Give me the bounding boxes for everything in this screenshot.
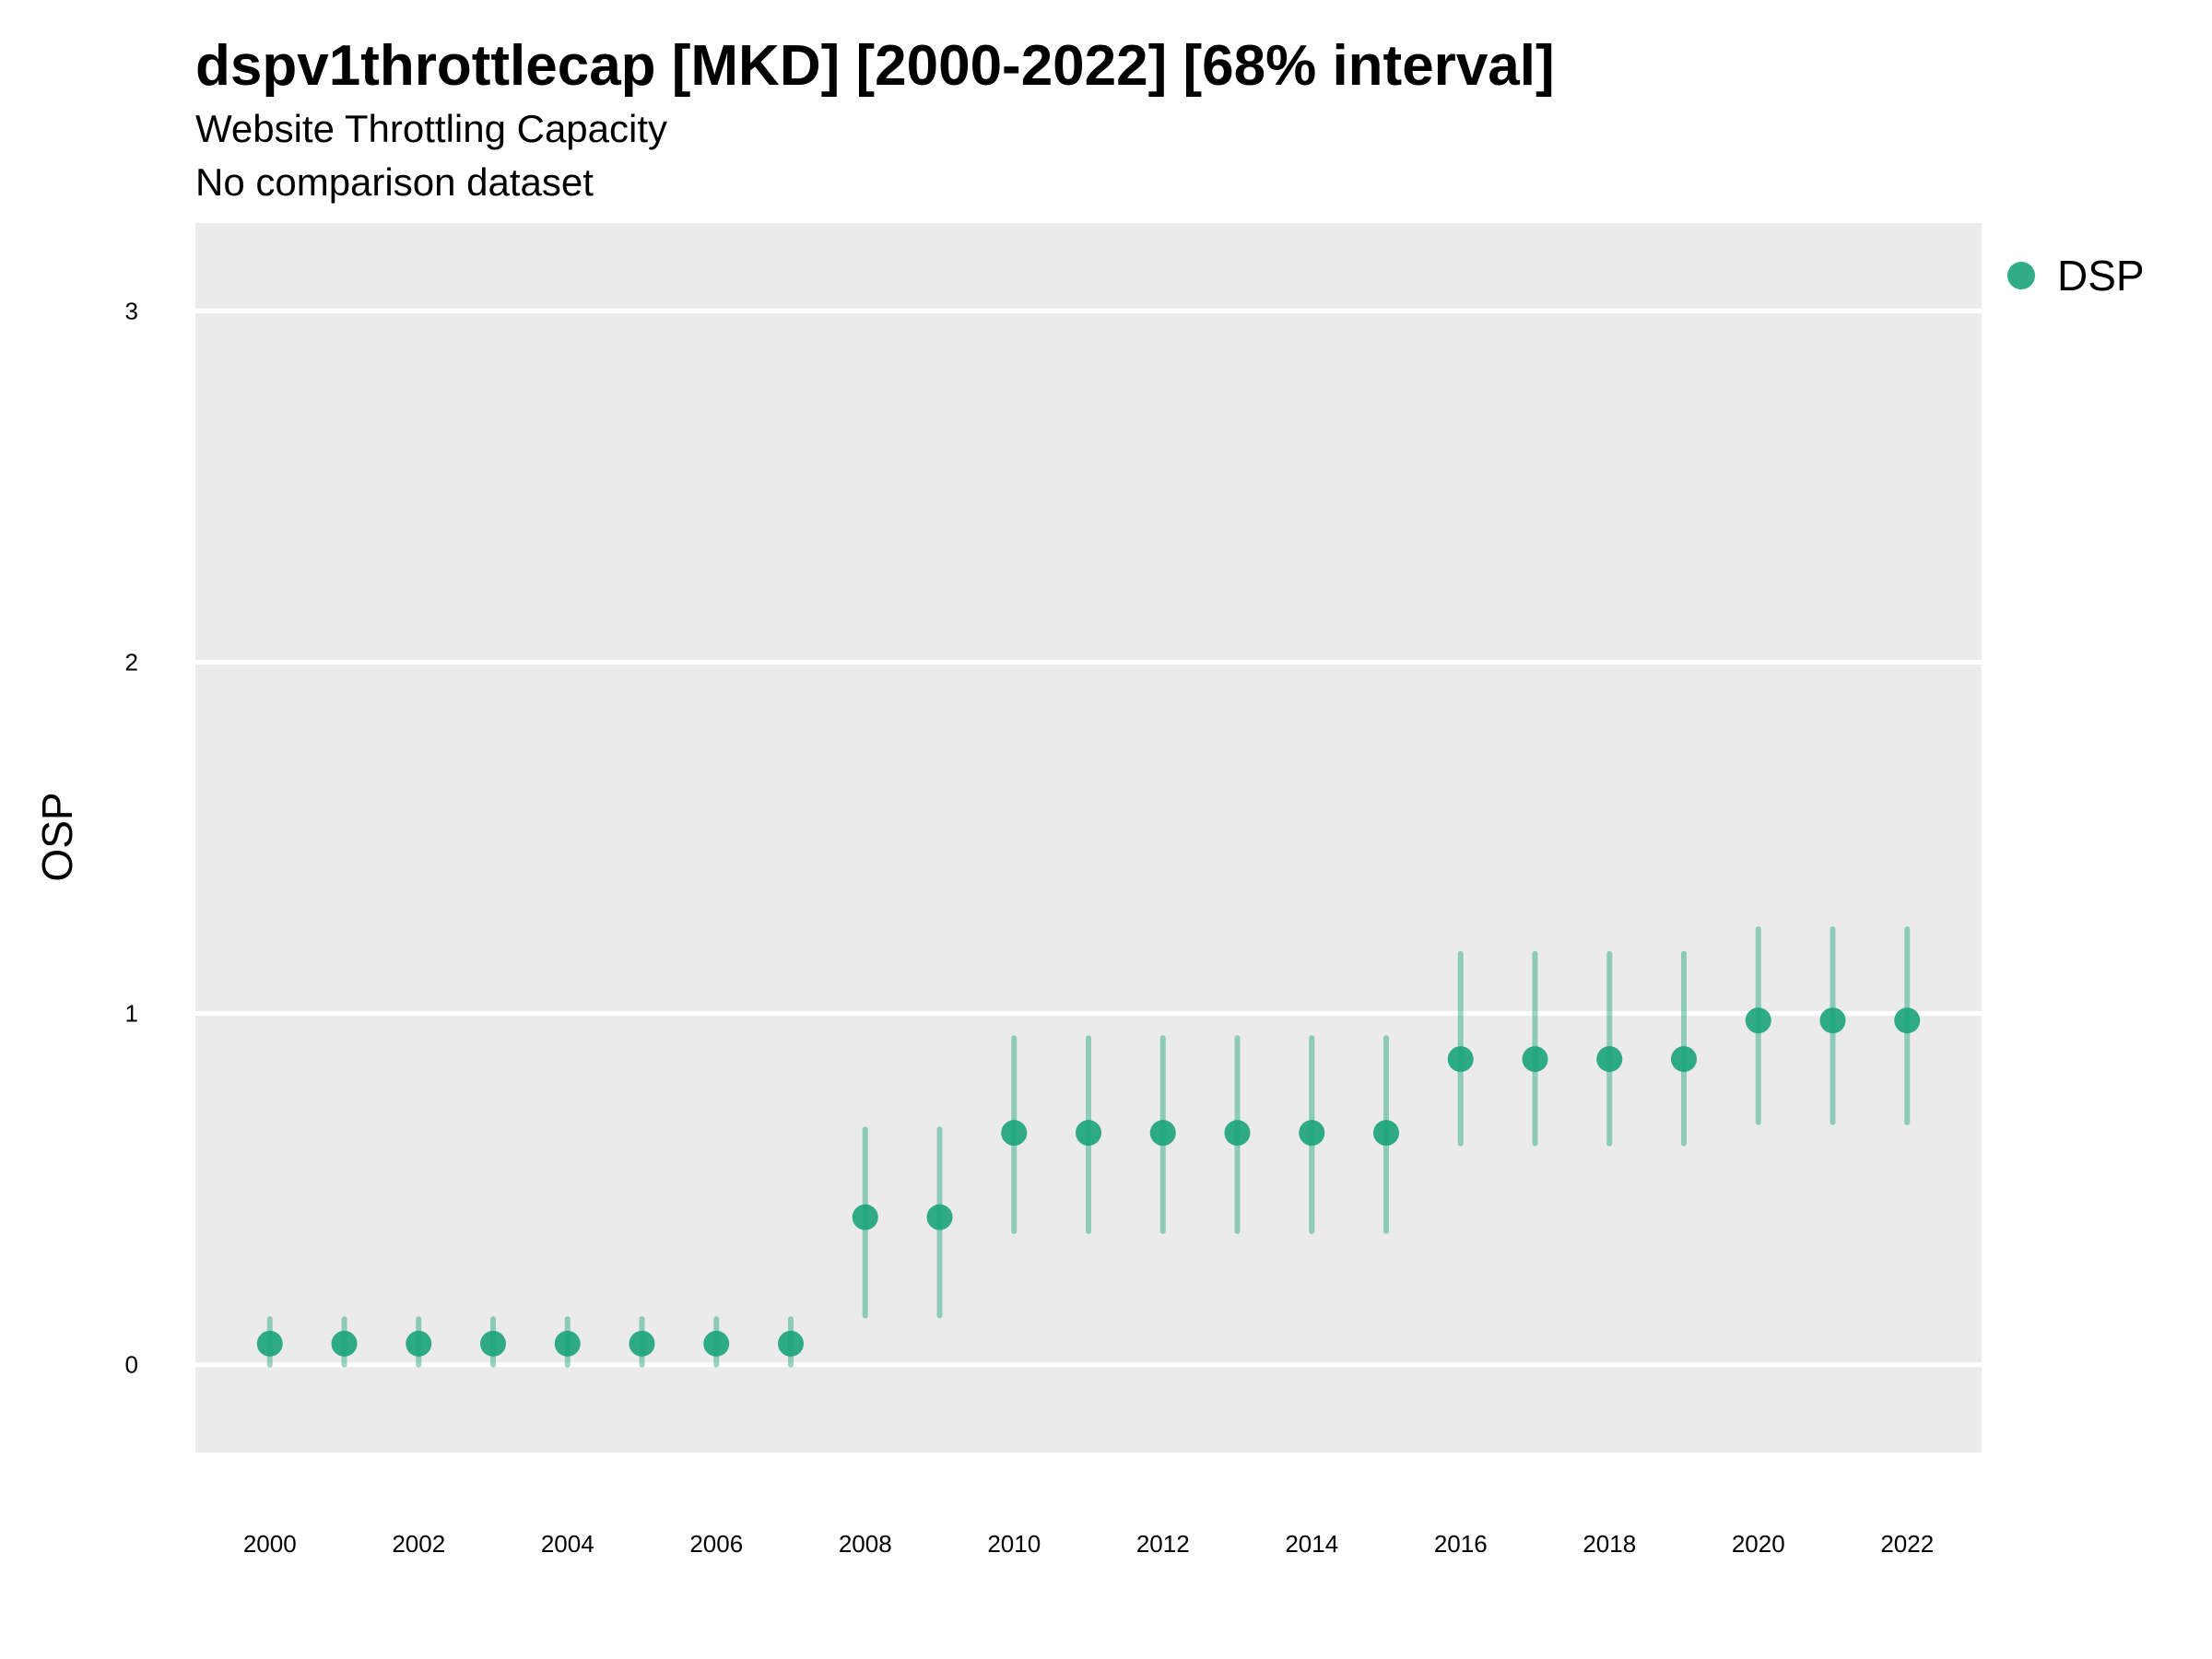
x-tick-label-2006: 2006 <box>689 1530 743 1558</box>
chart-title: dspv1throttlecap [MKD] [2000-2022] [68% … <box>195 34 1555 98</box>
data-point-2017 <box>1522 1046 1548 1073</box>
data-point-2004 <box>554 1330 581 1357</box>
x-tick-label-2020: 2020 <box>1732 1530 1785 1558</box>
data-point-2007 <box>778 1330 804 1357</box>
data-point-2014 <box>1299 1120 1325 1147</box>
data-point-2010 <box>1001 1120 1028 1147</box>
data-point-2000 <box>256 1330 283 1357</box>
data-point-2012 <box>1149 1120 1176 1147</box>
data-point-2019 <box>1671 1046 1697 1073</box>
data-point-2005 <box>629 1330 655 1357</box>
data-point-2020 <box>1745 1007 1771 1034</box>
data-point-2001 <box>331 1330 358 1357</box>
x-tick-label-2008: 2008 <box>839 1530 892 1558</box>
y-tick-label-3: 3 <box>125 297 138 324</box>
y-tick-label-2: 2 <box>125 648 138 676</box>
legend: DSP <box>2007 251 2145 300</box>
y-tick-label-0: 0 <box>125 1351 138 1379</box>
data-point-2003 <box>480 1330 506 1357</box>
x-tick-label-2004: 2004 <box>541 1530 594 1558</box>
x-tick-label-2000: 2000 <box>243 1530 297 1558</box>
x-tick-label-2010: 2010 <box>987 1530 1041 1558</box>
data-point-2008 <box>852 1204 878 1230</box>
data-point-2002 <box>406 1330 432 1357</box>
data-point-2021 <box>1819 1007 1846 1034</box>
x-tick-label-2018: 2018 <box>1583 1530 1636 1558</box>
data-point-2013 <box>1224 1120 1251 1147</box>
x-tick-label-2016: 2016 <box>1434 1530 1488 1558</box>
legend-label-dsp: DSP <box>2057 252 2145 300</box>
data-point-2006 <box>703 1330 730 1357</box>
x-tick-label-2022: 2022 <box>1880 1530 1934 1558</box>
data-point-2022 <box>1894 1007 1921 1034</box>
x-tick-label-2002: 2002 <box>392 1530 445 1558</box>
data-point-2009 <box>926 1204 953 1230</box>
chart-subtitle-line-1: Website Throttling Capacity <box>195 107 668 150</box>
y-axis-title: OSP <box>33 792 81 882</box>
x-tick-label-2012: 2012 <box>1136 1530 1190 1558</box>
y-tick-label-1: 1 <box>125 1000 138 1028</box>
data-point-2015 <box>1373 1120 1399 1147</box>
chart-subtitle-line-2: No comparison dataset <box>195 160 594 204</box>
data-point-2018 <box>1596 1046 1623 1073</box>
panel-background <box>195 223 1982 1453</box>
data-point-2016 <box>1447 1046 1474 1073</box>
x-tick-label-2014: 2014 <box>1285 1530 1338 1558</box>
data-point-2011 <box>1076 1120 1101 1147</box>
legend-key-dsp <box>2007 262 2035 289</box>
